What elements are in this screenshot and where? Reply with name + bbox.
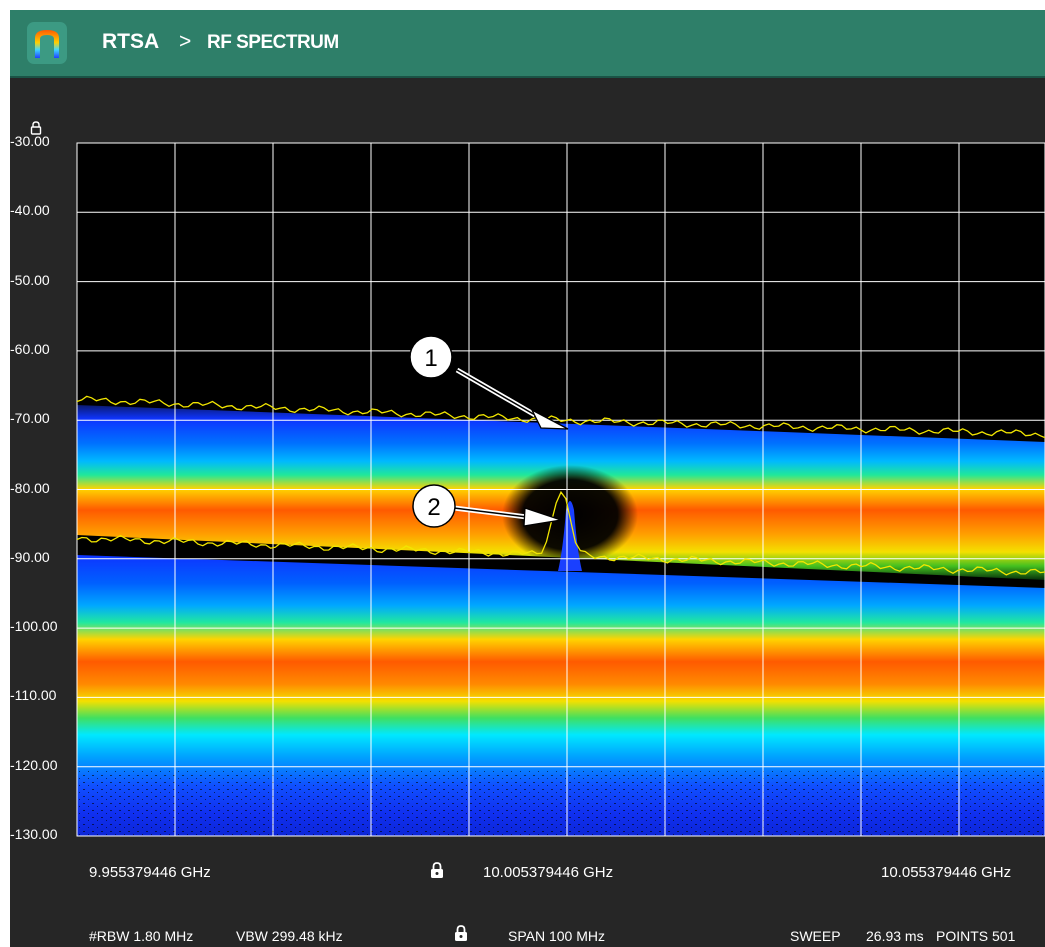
lock-icon[interactable] xyxy=(454,925,468,942)
plot-grid xyxy=(76,142,1045,837)
x-tick-label-start: 9.955379446 GHz xyxy=(89,864,211,881)
y-tick-label: -70.00 xyxy=(10,410,50,427)
rtsa-app: RTSA > RF SPECTRUM -30.00 -40.00 -50.00 -60… xyxy=(10,10,1045,947)
trace-upper xyxy=(76,395,1045,439)
points-readout[interactable]: POINTS 501 xyxy=(936,928,1016,944)
y-tick-label: -130.00 xyxy=(10,826,58,842)
top-bar: RTSA > RF SPECTRUM xyxy=(10,10,1045,76)
rbw-readout[interactable]: #RBW 1.80 MHz xyxy=(89,928,194,944)
lock-icon[interactable] xyxy=(430,862,444,879)
y-tick-label: -80.00 xyxy=(10,479,50,496)
noise-speckle xyxy=(77,770,1045,836)
span-readout[interactable]: SPAN 100 MHz xyxy=(508,928,605,944)
y-tick-label: -90.00 xyxy=(10,548,50,565)
breadcrumb-rtsa[interactable]: RTSA xyxy=(102,30,160,53)
x-tick-label-end: 10.055379446 GHz xyxy=(881,864,1012,881)
peak-density xyxy=(558,501,582,571)
callout-1-label: 1 xyxy=(424,345,437,372)
y-tick-label: -110.00 xyxy=(10,687,57,704)
top-bar-divider xyxy=(10,76,1045,78)
y-tick-label: -120.00 xyxy=(10,756,58,773)
lock-icon[interactable] xyxy=(30,121,42,135)
y-tick-label: -60.00 xyxy=(10,340,50,357)
density-band-lower xyxy=(77,555,1045,836)
callout-2-label: 2 xyxy=(427,494,440,521)
breadcrumb-rf-spectrum: RF SPECTRUM xyxy=(207,32,339,53)
sweep-readout[interactable]: 26.93 ms xyxy=(866,928,924,944)
y-tick-label: -40.00 xyxy=(10,202,50,219)
y-tick-label: -50.00 xyxy=(10,271,50,288)
y-tick-label: -100.00 xyxy=(10,618,58,635)
vbw-readout[interactable]: VBW 299.48 kHz xyxy=(236,928,343,944)
rtsa-spectrum-icon[interactable] xyxy=(27,22,67,64)
breadcrumb-separator: > xyxy=(179,30,192,53)
sweep-label: SWEEP xyxy=(790,928,841,944)
callout-2: 2 xyxy=(412,484,562,528)
plot-frame xyxy=(76,142,1045,837)
x-tick-label-center: 10.005379446 GHz xyxy=(483,864,614,881)
callout-1: 1 xyxy=(409,335,569,430)
y-tick-label: -30.00 xyxy=(10,133,50,149)
trace-group xyxy=(76,395,1045,576)
spectrum-plot[interactable]: 1 2 xyxy=(10,10,1045,947)
trace-lower-with-peak xyxy=(76,490,1045,576)
